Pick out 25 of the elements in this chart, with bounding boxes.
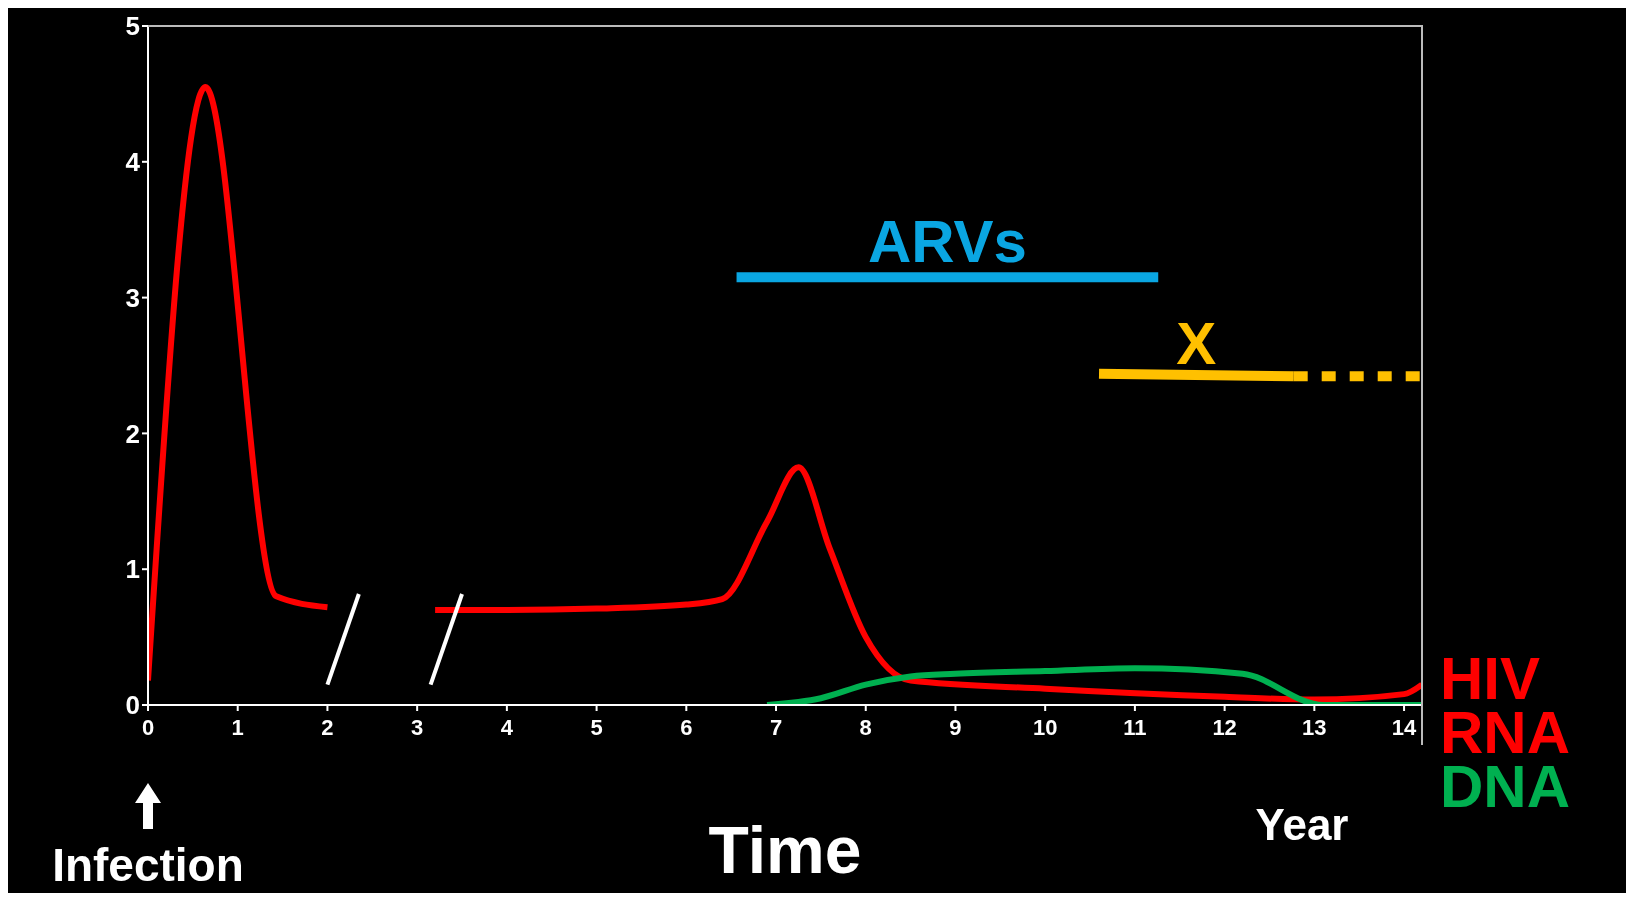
y-tick-label: 3 xyxy=(125,282,140,313)
x-tick-label: 10 xyxy=(1032,714,1058,740)
series-label: X xyxy=(1176,310,1217,378)
y-tick-label: 1 xyxy=(125,554,140,585)
x-tick-label: 3 xyxy=(411,714,424,740)
x-tick-label: 6 xyxy=(680,714,693,740)
x-tick-label: 2 xyxy=(321,714,334,740)
y-tick-label: 0 xyxy=(125,690,140,721)
x-tick-label: 12 xyxy=(1212,714,1237,740)
x-tick-label: 11 xyxy=(1123,714,1147,740)
x-axis-title: Time xyxy=(708,813,862,887)
y-tick-label: 2 xyxy=(125,418,140,449)
x-tick-label: 9 xyxy=(949,714,962,740)
x-tick-label: 1 xyxy=(231,714,244,740)
y-tick-label: 4 xyxy=(125,147,141,178)
x-tick-label: 8 xyxy=(859,714,872,740)
x-tick-label: 4 xyxy=(500,714,514,740)
x-tick-label: 5 xyxy=(590,714,603,740)
x-tick-label: 7 xyxy=(769,714,783,740)
text: Year xyxy=(1255,800,1349,849)
x-tick-label: 14 xyxy=(1391,714,1418,740)
x-tick-label: 13 xyxy=(1302,714,1327,740)
series-label: ARVs xyxy=(867,208,1027,276)
y-tick-label: 5 xyxy=(125,11,140,42)
text: Infection xyxy=(52,839,244,891)
